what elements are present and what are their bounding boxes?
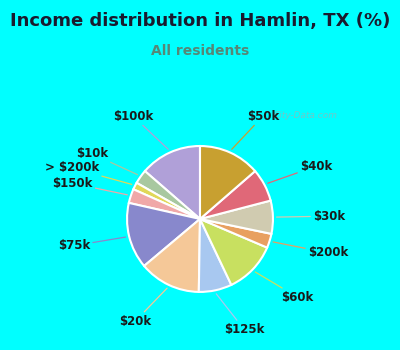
Wedge shape (133, 183, 200, 219)
Text: $125k: $125k (216, 294, 264, 336)
Text: $40k: $40k (268, 160, 332, 183)
Wedge shape (199, 219, 231, 292)
Text: $100k: $100k (113, 110, 168, 149)
Wedge shape (200, 201, 273, 234)
Wedge shape (200, 219, 267, 285)
Text: $50k: $50k (232, 110, 279, 149)
Wedge shape (137, 171, 200, 219)
Text: $150k: $150k (52, 177, 127, 195)
Wedge shape (144, 219, 200, 292)
Wedge shape (200, 219, 272, 247)
Text: $30k: $30k (276, 210, 345, 223)
Text: $200k: $200k (273, 242, 348, 259)
Text: Income distribution in Hamlin, TX (%): Income distribution in Hamlin, TX (%) (10, 12, 390, 30)
Wedge shape (129, 189, 200, 219)
Text: All residents: All residents (151, 44, 249, 58)
Text: $75k: $75k (58, 237, 126, 252)
Text: > $200k: > $200k (45, 161, 132, 184)
Text: City-Data.com: City-Data.com (273, 111, 337, 120)
Wedge shape (127, 203, 200, 266)
Text: $60k: $60k (255, 272, 314, 304)
Wedge shape (145, 146, 200, 219)
Wedge shape (200, 171, 270, 219)
Text: $10k: $10k (76, 147, 138, 175)
Text: $20k: $20k (119, 288, 167, 328)
Wedge shape (200, 146, 255, 219)
